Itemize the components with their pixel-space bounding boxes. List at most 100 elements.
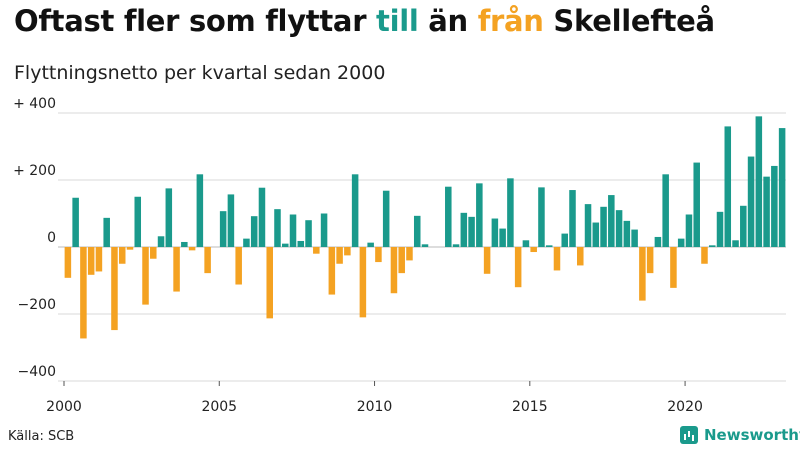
bar <box>328 247 336 295</box>
bar <box>87 247 95 275</box>
bar <box>708 245 716 247</box>
bar <box>181 241 188 247</box>
bar <box>460 212 468 247</box>
bar <box>413 215 421 247</box>
bar-chart-icon <box>680 426 698 444</box>
bar <box>685 214 693 247</box>
x-tick-label: 2005 <box>201 399 237 415</box>
bar <box>406 247 413 261</box>
bar <box>677 238 685 248</box>
bar <box>150 247 157 259</box>
bar <box>615 210 623 247</box>
bar <box>72 197 79 247</box>
x-tick-label: 2010 <box>357 399 393 415</box>
bar <box>282 243 289 247</box>
bar <box>196 174 204 247</box>
bar <box>755 116 763 247</box>
bar <box>289 214 297 247</box>
bar <box>165 188 173 248</box>
bar <box>608 195 615 247</box>
bar <box>507 178 514 247</box>
bar <box>359 247 367 318</box>
bar <box>763 176 770 247</box>
y-tick-label: −400 <box>18 364 56 380</box>
bar <box>421 244 429 247</box>
bar <box>716 211 724 247</box>
bar <box>103 217 110 247</box>
bar <box>142 247 149 305</box>
bar <box>95 247 103 272</box>
chart-title: Oftast fler som flyttar till än från Ske… <box>14 4 715 38</box>
bar <box>64 247 72 278</box>
bar <box>134 196 142 247</box>
bar <box>219 211 227 247</box>
bar <box>111 247 118 331</box>
bar <box>258 187 266 247</box>
bar <box>227 194 235 247</box>
x-tick-label: 2015 <box>512 399 548 415</box>
bar <box>344 247 351 256</box>
title-part-3: Skellefteå <box>543 4 715 38</box>
bar <box>204 247 211 274</box>
x-tick-label: 2020 <box>667 399 703 415</box>
bar <box>382 190 390 247</box>
bar <box>530 247 537 253</box>
bar <box>538 187 545 247</box>
bar <box>631 229 638 247</box>
source-note: Källa: SCB <box>8 429 75 444</box>
bar <box>623 220 631 247</box>
chart-subtitle: Flyttningsnetto per kvartal sedan 2000 <box>14 62 386 84</box>
bar <box>188 247 196 251</box>
bar <box>499 228 506 247</box>
y-tick-label: 0 <box>47 230 56 246</box>
bar <box>514 247 522 288</box>
bar <box>126 247 134 250</box>
bar <box>235 247 242 285</box>
bar <box>701 247 708 264</box>
bar <box>452 244 460 247</box>
title-out-word: från <box>477 4 544 38</box>
bar <box>351 174 359 247</box>
bar <box>274 209 281 247</box>
bar <box>157 236 165 247</box>
bar <box>577 247 584 266</box>
bar <box>375 247 382 263</box>
title-part-1: Oftast fler som flyttar <box>14 4 376 38</box>
bar <box>545 245 553 247</box>
title-part-2: än <box>418 4 478 38</box>
bar <box>747 156 755 247</box>
bar <box>662 174 669 247</box>
bar <box>569 190 576 247</box>
bar <box>584 204 592 247</box>
bar <box>561 233 568 247</box>
bar <box>592 222 600 247</box>
y-tick-label: −200 <box>18 297 56 313</box>
bar <box>367 242 374 247</box>
bar <box>305 220 312 247</box>
bar <box>522 240 530 247</box>
bar <box>654 236 662 247</box>
bar <box>320 213 328 247</box>
bar-chart: + 400 + 200 0 −200 −400 2000 2005 2010 2015 2020 <box>13 96 786 415</box>
bar <box>243 238 250 248</box>
bar <box>778 128 786 247</box>
bar <box>476 183 483 247</box>
bar <box>670 247 677 288</box>
brand-name: Newsworthy <box>704 426 800 444</box>
bar <box>600 206 607 247</box>
bar <box>771 165 778 247</box>
y-tick-label: + 400 <box>13 96 56 112</box>
title-in-word: till <box>376 4 419 38</box>
bar <box>297 240 305 247</box>
bar <box>445 186 452 247</box>
bar <box>491 218 499 247</box>
bar <box>266 247 273 319</box>
bar <box>250 216 258 247</box>
bar <box>639 247 646 301</box>
bar <box>80 247 87 339</box>
bar <box>732 240 739 247</box>
bar <box>336 247 343 264</box>
bar <box>724 126 732 247</box>
y-tick-label: + 200 <box>13 163 56 179</box>
bar <box>390 247 398 294</box>
